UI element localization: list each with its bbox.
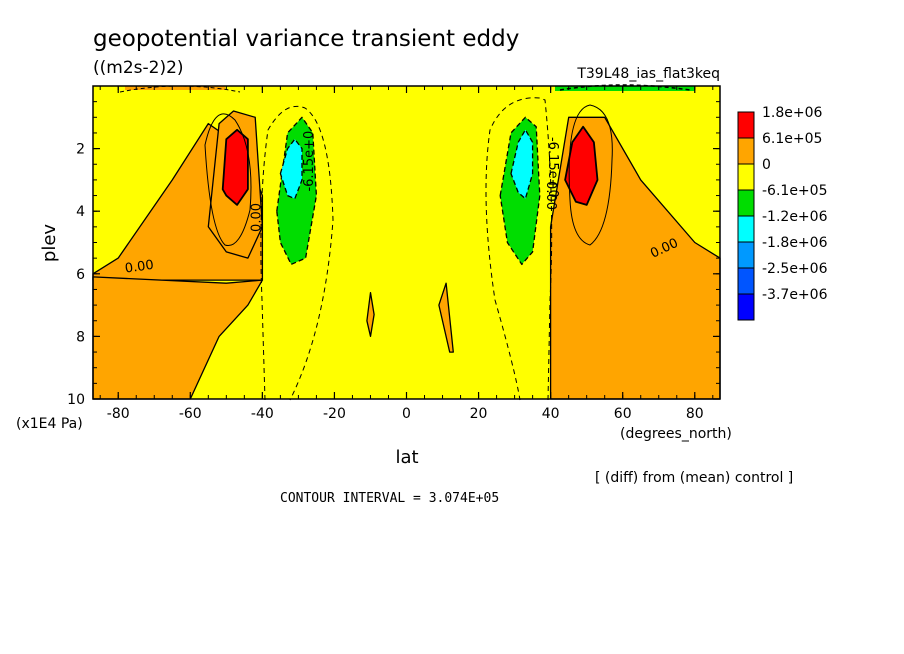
x-axis-units: (degrees_north) bbox=[620, 426, 732, 442]
plot-area: 0.000.000.000.00-6.15e+0 -6.15e+0 bbox=[92, 84, 721, 401]
contour-label-group: 0.000.000.000.00-6.15e+0 -6.15e+0 bbox=[124, 131, 681, 277]
y-tick-label: 6 bbox=[76, 267, 85, 283]
legend-swatch bbox=[737, 215, 755, 243]
contour-label: -6.15e+0 bbox=[545, 137, 560, 198]
dashed-contour-right bbox=[485, 97, 553, 401]
legend-label: 6.1e+05 bbox=[762, 131, 822, 147]
surface-contour-right bbox=[559, 84, 691, 91]
y-axis-units: (x1E4 Pa) bbox=[16, 416, 83, 432]
legend-swatch bbox=[737, 241, 755, 269]
inner-contour-right bbox=[568, 104, 613, 246]
contour-label: 0.00 bbox=[124, 258, 155, 277]
legend-label: 0 bbox=[762, 157, 771, 173]
contour-label: -6.15e+0 bbox=[302, 131, 317, 192]
chart-title: geopotential variance transient eddy bbox=[93, 26, 519, 52]
contour-label: 0.00 bbox=[250, 203, 265, 232]
color-legend: 1.8e+06 6.1e+05 0 -6.1e+05 -1.2e+06 -1.8e+06 -… bbox=[737, 105, 828, 321]
legend-swatch bbox=[737, 137, 755, 165]
inner-contour-left bbox=[204, 113, 252, 247]
y-tick-label: 8 bbox=[76, 329, 85, 345]
legend-label: -2.5e+06 bbox=[762, 261, 828, 277]
legend-swatch bbox=[737, 163, 755, 191]
legend-label: 1.8e+06 bbox=[762, 105, 823, 121]
x-tick-label: 20 bbox=[470, 406, 488, 422]
x-axis-ticks: -80 -60 -40 -20 0 20 40 60 80 bbox=[107, 86, 704, 422]
legend-label: -1.2e+06 bbox=[762, 209, 828, 225]
contour-region-max bbox=[221, 128, 249, 206]
contour-label: 0.00 bbox=[543, 181, 558, 210]
extra-contours bbox=[204, 97, 613, 401]
x-tick-label: 40 bbox=[542, 406, 560, 422]
contour-region-positive bbox=[92, 276, 264, 400]
x-axis-label: lat bbox=[395, 447, 418, 468]
contour-regions bbox=[92, 110, 721, 400]
legend-swatch bbox=[737, 293, 755, 321]
contour-region-negative2 bbox=[510, 129, 534, 200]
x-tick-label: -40 bbox=[251, 406, 274, 422]
chart-units: ((m2s-2)2) bbox=[93, 58, 184, 78]
legend-swatch bbox=[737, 111, 755, 139]
contour-interval: CONTOUR INTERVAL = 3.074E+05 bbox=[280, 491, 499, 506]
x-tick-label: -20 bbox=[323, 406, 346, 422]
x-tick-label: 0 bbox=[402, 406, 411, 422]
diff-note: [ (diff) from (mean) control ] bbox=[595, 470, 793, 486]
legend-label: -6.1e+05 bbox=[762, 183, 827, 199]
contour-region-positive bbox=[366, 291, 375, 338]
legend-label: -1.8e+06 bbox=[762, 235, 828, 251]
legend-swatch bbox=[737, 189, 755, 217]
surface-band-left bbox=[125, 86, 225, 90]
x-tick-label: -80 bbox=[107, 406, 130, 422]
x-tick-label: 60 bbox=[614, 406, 632, 422]
y-tick-label: 4 bbox=[76, 204, 85, 220]
y-tick-label: 2 bbox=[76, 142, 85, 158]
legend-label: -3.7e+06 bbox=[762, 287, 828, 303]
dashed-contour-left bbox=[260, 105, 334, 401]
legend-swatch bbox=[737, 267, 755, 295]
x-tick-label: 80 bbox=[686, 406, 704, 422]
y-axis-label: plev bbox=[39, 224, 60, 263]
y-axis-ticks: 2 4 6 8 10 bbox=[67, 142, 720, 408]
contour-region-max bbox=[564, 125, 599, 206]
experiment-label: T39L48_ias_flat3keq bbox=[576, 66, 720, 82]
x-tick-label: -60 bbox=[179, 406, 202, 422]
contour-region-negative2 bbox=[279, 138, 303, 200]
contour-region-positive bbox=[438, 282, 454, 353]
y-tick-label: 10 bbox=[67, 392, 85, 408]
surface-band-right bbox=[555, 86, 695, 91]
